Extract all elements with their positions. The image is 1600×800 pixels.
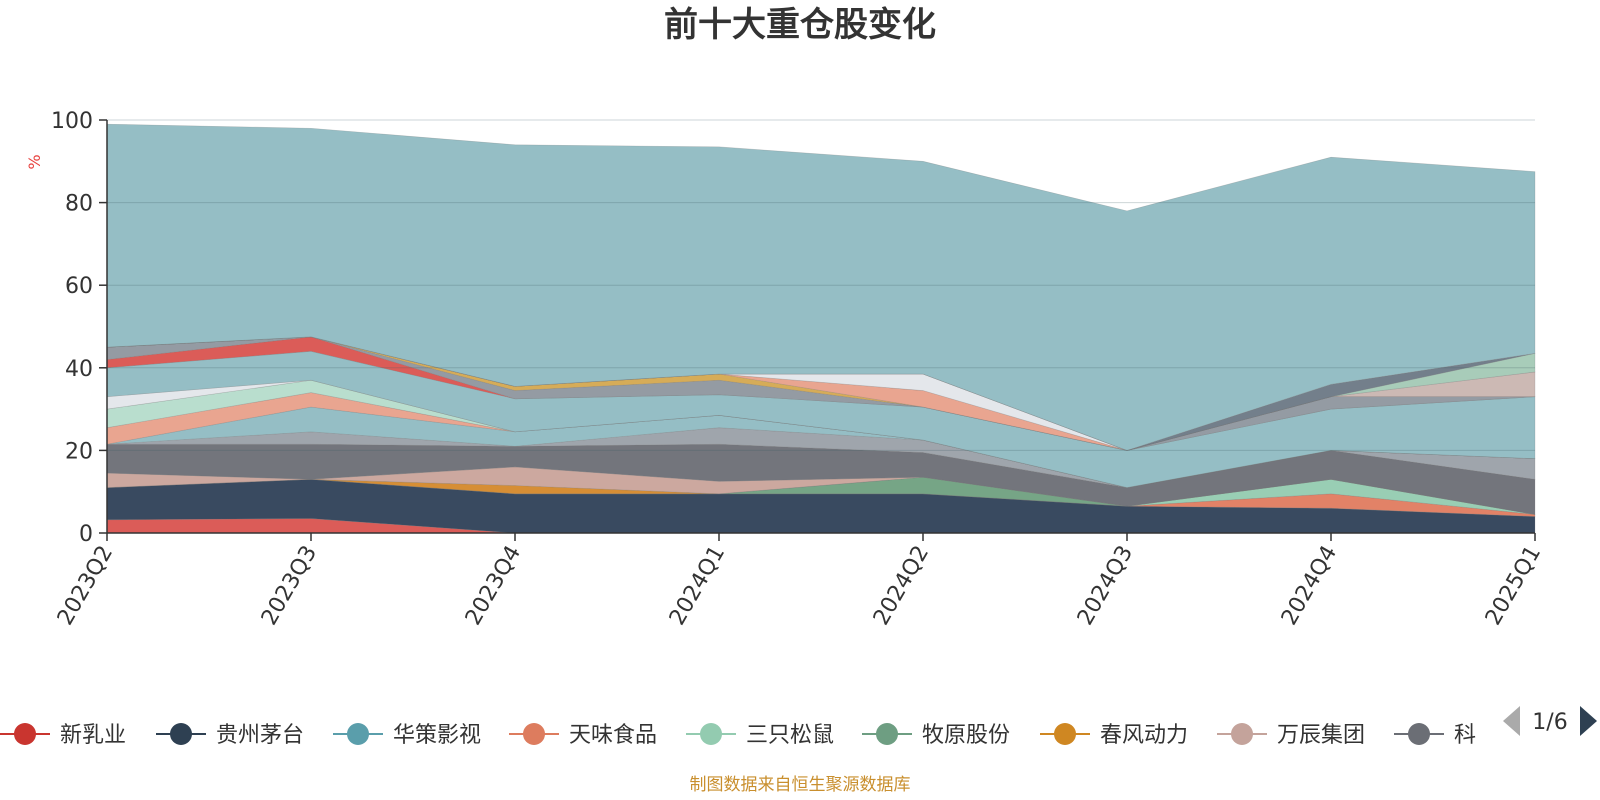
legend: 新乳业 贵州茅台 华策影视 天味食品 三只松鼠 牧原股份 春风动力 万辰集团 科 [0,723,1476,748]
x-tick-label: 2024Q1 [665,542,730,630]
legend-marker-icon [1054,723,1076,745]
legend-label: 新乳业 [60,723,126,748]
legend-marker-icon [523,723,545,745]
y-tick-label: 80 [65,192,93,217]
x-tick-label: 2023Q4 [461,542,526,630]
y-tick-label: 60 [65,274,93,299]
legend-marker-icon [1231,723,1253,745]
legend-pager: 1/6 [1503,706,1597,736]
y-tick-label: 40 [65,357,93,382]
legend-item[interactable]: 春风动力 [1040,723,1188,748]
legend-marker-icon [347,723,369,745]
grid-lines [107,119,1535,451]
stacked-areas [106,123,1536,534]
legend-label: 牧原股份 [922,723,1010,748]
legend-page-indicator: 1/6 [1532,710,1567,735]
area-series-14 [106,350,1536,488]
legend-label: 贵州茅台 [216,723,304,748]
x-tick-label: 2023Q3 [257,542,322,630]
y-tick-label: 100 [51,109,93,134]
legend-label: 科 [1454,723,1476,748]
chart-title: 前十大重仓股变化 [664,5,936,45]
legend-marker-icon [170,723,192,745]
legend-label: 三只松鼠 [746,723,834,748]
source-note: 制图数据来自恒生聚源数据库 [690,775,911,795]
area-series-9 [106,427,1536,488]
legend-item[interactable]: 华策影视 [333,723,481,748]
legend-label: 华策影视 [393,723,481,748]
y-tick-label: 0 [79,522,93,547]
legend-item[interactable]: 牧原股份 [862,723,1010,748]
legend-item[interactable]: 万辰集团 [1217,723,1365,748]
legend-item[interactable]: 贵州茅台 [156,723,304,748]
legend-label: 春风动力 [1100,723,1188,748]
legend-label: 天味食品 [569,723,657,748]
area-series-8 [106,443,1536,515]
legend-prev-icon[interactable] [1503,706,1520,736]
y-axis-unit: % [25,154,44,169]
x-tick-label: 2024Q3 [1073,542,1138,630]
area-series-23 [106,123,1536,451]
x-tick-label: 2025Q1 [1481,542,1546,630]
legend-item[interactable]: 新乳业 [0,723,126,748]
legend-item[interactable]: 科 [1394,723,1476,748]
legend-marker-icon [1408,723,1430,745]
legend-next-icon[interactable] [1580,706,1597,736]
legend-marker-icon [14,723,36,745]
legend-items: 新乳业 贵州茅台 华策影视 天味食品 三只松鼠 牧原股份 春风动力 万辰集团 科 [0,723,1476,748]
legend-label: 万辰集团 [1277,723,1365,748]
x-tick-label: 2023Q2 [53,542,118,630]
legend-marker-icon [700,723,722,745]
legend-item[interactable]: 三只松鼠 [686,723,834,748]
legend-item[interactable]: 天味食品 [509,723,657,748]
x-tick-label: 2024Q4 [1277,542,1342,630]
legend-marker-icon [876,723,898,745]
y-tick-label: 20 [65,439,93,464]
x-tick-label: 2024Q2 [869,542,934,630]
